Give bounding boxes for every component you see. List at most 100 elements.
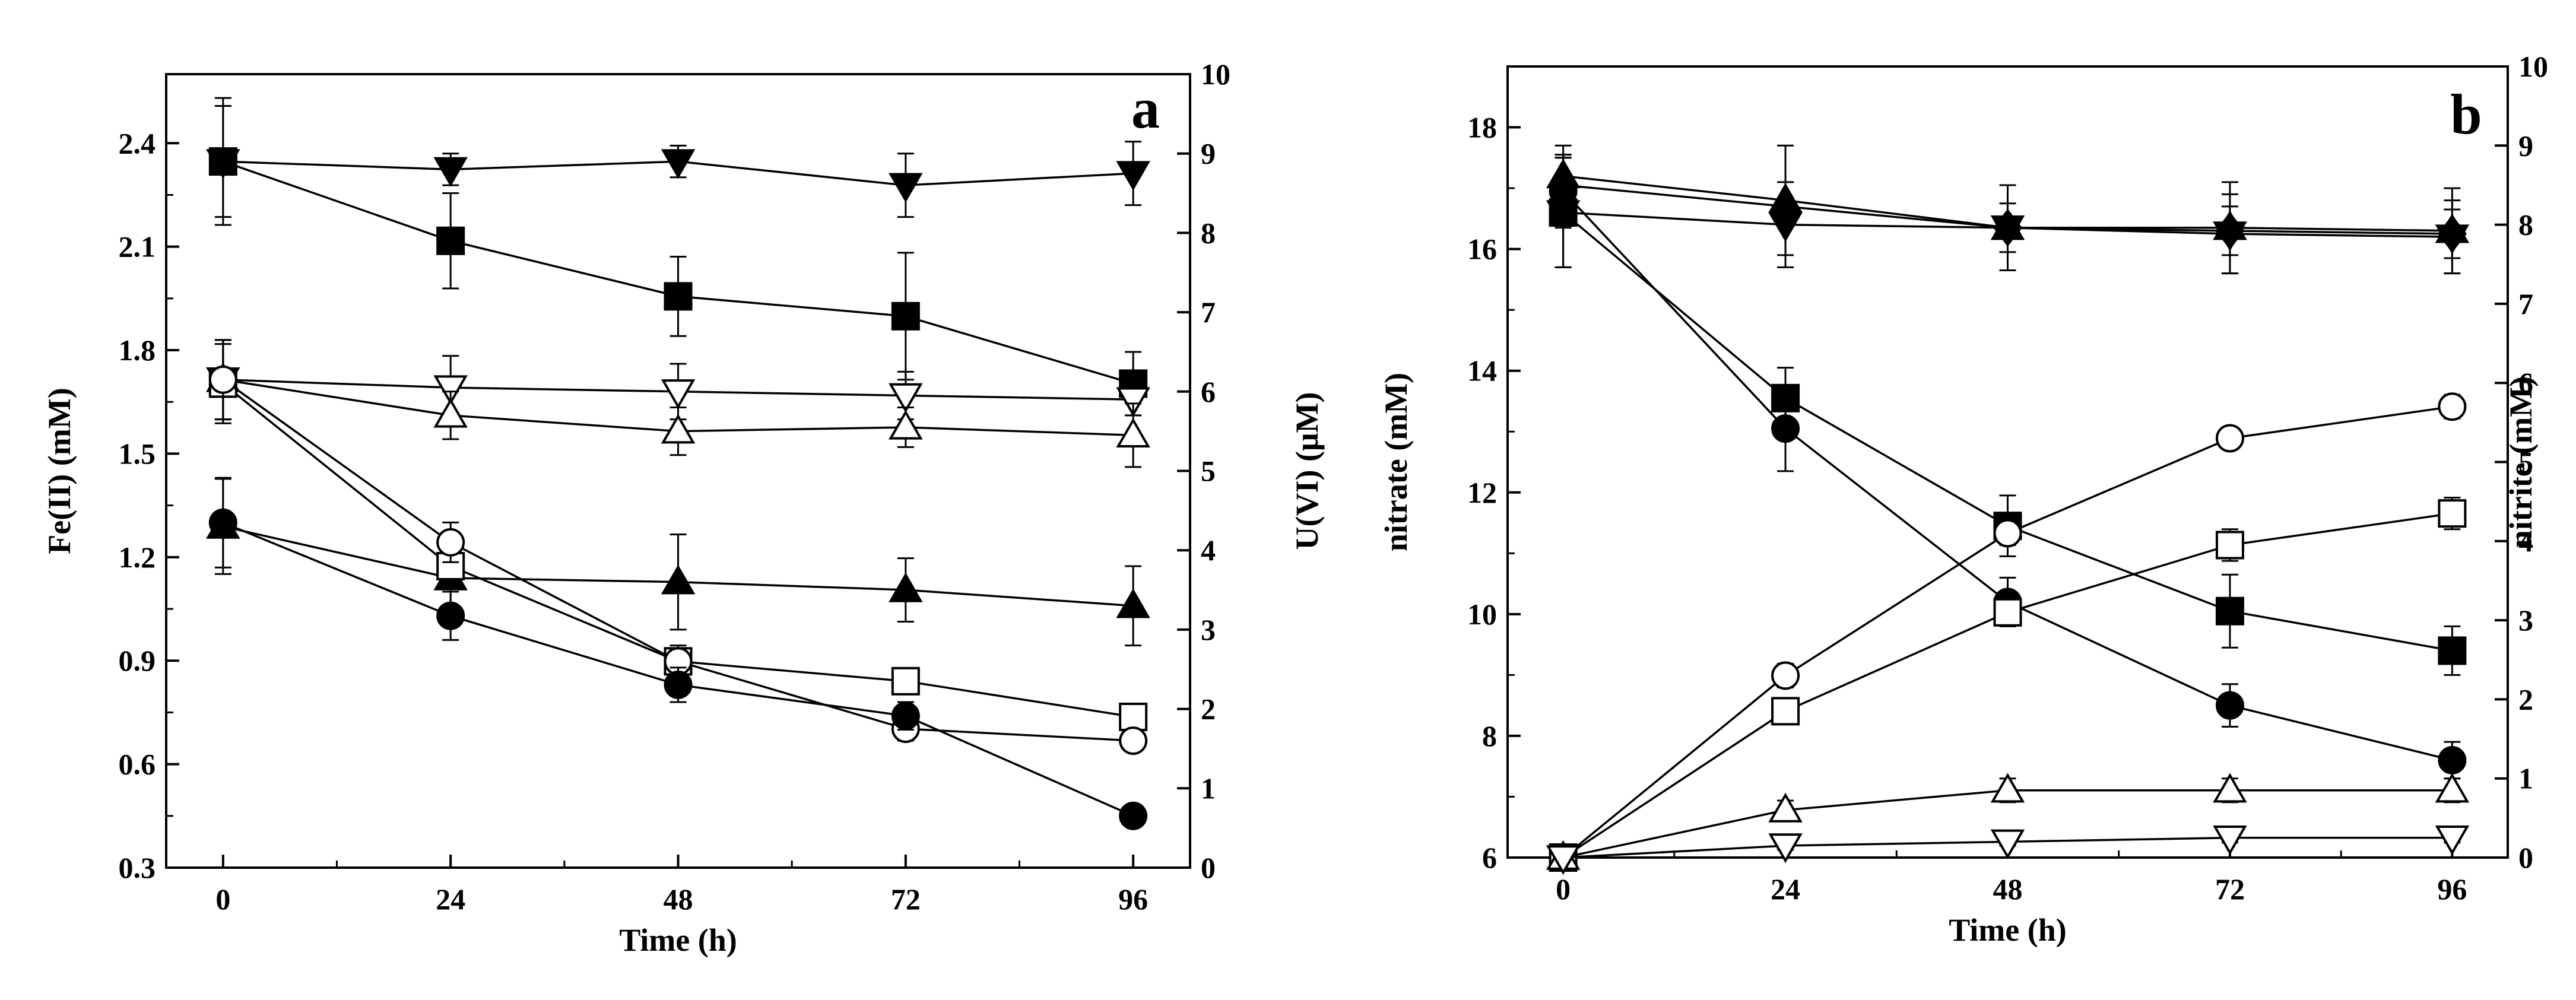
data-point bbox=[1546, 845, 1581, 875]
x-axis-title: Time (h) bbox=[1949, 912, 2067, 948]
data-point bbox=[1116, 418, 1150, 448]
data-point bbox=[889, 572, 923, 602]
data-point bbox=[889, 383, 923, 413]
x-tick-label: 72 bbox=[891, 882, 921, 916]
x-tick-label: 48 bbox=[1993, 872, 2023, 906]
y-tick-label: 10 bbox=[1467, 598, 1497, 631]
data-point bbox=[2438, 499, 2467, 528]
data-point bbox=[208, 147, 237, 176]
panel-a-chart: 0 24 48 72 96 0.3 0.6 0.9 1.2 1.5 1.8 2.1 2.4 0 1 2 3 4 5 6… bbox=[42, 58, 1325, 958]
y2-tick-label: 2 bbox=[2518, 682, 2533, 716]
data-point bbox=[664, 282, 693, 311]
y2-tick-label: 1 bbox=[2518, 762, 2533, 795]
y2-axis-title: nitrite (mM) bbox=[2503, 376, 2539, 548]
data-point bbox=[1119, 801, 1148, 830]
data-point bbox=[436, 226, 465, 255]
series-line bbox=[1563, 184, 2453, 235]
x-tick-label: 96 bbox=[1118, 882, 1148, 916]
y-tick-label: 2.1 bbox=[119, 230, 156, 264]
data-point bbox=[661, 149, 696, 179]
data-point bbox=[2215, 211, 2245, 250]
data-point bbox=[1771, 697, 1800, 726]
y2-tick-label: 7 bbox=[2518, 287, 2533, 320]
y-tick-label: 8 bbox=[1482, 719, 1497, 753]
data-point bbox=[1771, 414, 1800, 443]
data-point bbox=[661, 564, 696, 595]
data-point bbox=[664, 670, 693, 699]
y-tick-label: 14 bbox=[1467, 354, 1497, 388]
data-point bbox=[891, 301, 920, 331]
data-point bbox=[2213, 773, 2247, 803]
data-point bbox=[889, 409, 923, 440]
y-tick-label: 6 bbox=[1482, 841, 1497, 874]
y-tick-label: 16 bbox=[1467, 233, 1497, 266]
data-point bbox=[1119, 726, 1148, 755]
data-point bbox=[2213, 825, 2247, 855]
data-point bbox=[891, 701, 920, 731]
panel-letter: b bbox=[2450, 82, 2482, 146]
y-tick-label: 18 bbox=[1467, 111, 1497, 144]
panel-letter: a bbox=[1131, 77, 1160, 140]
y2-tick-label: 4 bbox=[2518, 525, 2533, 558]
y2-tick-label: 7 bbox=[1201, 296, 1216, 329]
series-open-down-triangle bbox=[1546, 825, 2470, 875]
x-tick-label: 24 bbox=[436, 882, 465, 916]
data-point bbox=[891, 666, 920, 696]
y2-tick-label: 10 bbox=[2518, 50, 2548, 83]
data-point bbox=[2437, 215, 2467, 253]
x-tick-label: 96 bbox=[2437, 872, 2467, 906]
data-point bbox=[1116, 161, 1150, 191]
data-point bbox=[433, 398, 468, 428]
series-filled-circle bbox=[208, 477, 1148, 830]
data-point bbox=[1768, 833, 1803, 864]
y2-tick-label: 10 bbox=[1201, 58, 1230, 91]
series-filled-down-triangle bbox=[206, 104, 1150, 218]
data-point bbox=[2215, 424, 2244, 453]
y2-tick-label: 9 bbox=[1201, 137, 1216, 170]
data-point bbox=[1990, 829, 2025, 859]
y2-tick-label: 4 bbox=[1201, 534, 1216, 567]
data-point bbox=[1119, 702, 1148, 731]
data-point bbox=[208, 508, 237, 537]
data-point bbox=[2438, 745, 2467, 774]
data-point bbox=[661, 379, 696, 409]
series-line bbox=[1562, 512, 2453, 859]
data-point bbox=[208, 365, 237, 394]
x-tick-label: 48 bbox=[664, 882, 693, 916]
y-tick-label: 0.3 bbox=[119, 851, 156, 884]
y-tick-label: 1.8 bbox=[119, 334, 156, 367]
data-point bbox=[661, 414, 696, 444]
y2-tick-label: 3 bbox=[1201, 613, 1216, 646]
x-tick-label: 24 bbox=[1771, 872, 1800, 906]
y2-tick-label: 0 bbox=[2518, 841, 2533, 874]
y2-tick-label: 2 bbox=[1201, 693, 1216, 726]
y2-tick-label: 1 bbox=[1201, 772, 1216, 805]
data-point bbox=[2435, 825, 2470, 855]
data-point bbox=[2435, 773, 2470, 803]
data-point bbox=[1549, 177, 1578, 206]
y2-tick-label: 6 bbox=[1201, 375, 1216, 408]
y2-tick-label: 8 bbox=[2518, 208, 2533, 242]
x-axis-title: Time (h) bbox=[619, 922, 737, 958]
data-point bbox=[1116, 387, 1150, 417]
series-filled-diamond bbox=[1549, 154, 2467, 259]
y2-tick-label: 5 bbox=[1201, 455, 1216, 488]
data-point bbox=[2215, 691, 2244, 720]
y-tick-label: 12 bbox=[1467, 476, 1497, 509]
data-point bbox=[2438, 392, 2467, 421]
y-tick-label: 1.2 bbox=[119, 541, 156, 574]
x-tick-label: 72 bbox=[2215, 872, 2245, 906]
plot-frame bbox=[165, 73, 1191, 869]
data-point bbox=[1993, 519, 2022, 548]
data-point bbox=[1768, 792, 1803, 823]
y2-tick-label: 3 bbox=[2518, 604, 2533, 637]
data-point bbox=[433, 157, 468, 187]
data-point bbox=[436, 601, 465, 630]
y2-tick-label: 9 bbox=[2518, 129, 2533, 162]
data-point bbox=[1993, 208, 2023, 247]
x-tick-label: 0 bbox=[215, 882, 230, 916]
data-point bbox=[1993, 598, 2022, 627]
data-point bbox=[433, 375, 468, 405]
y2-tick-label: 8 bbox=[1201, 216, 1216, 249]
y2-tick-label: 6 bbox=[2518, 366, 2533, 399]
